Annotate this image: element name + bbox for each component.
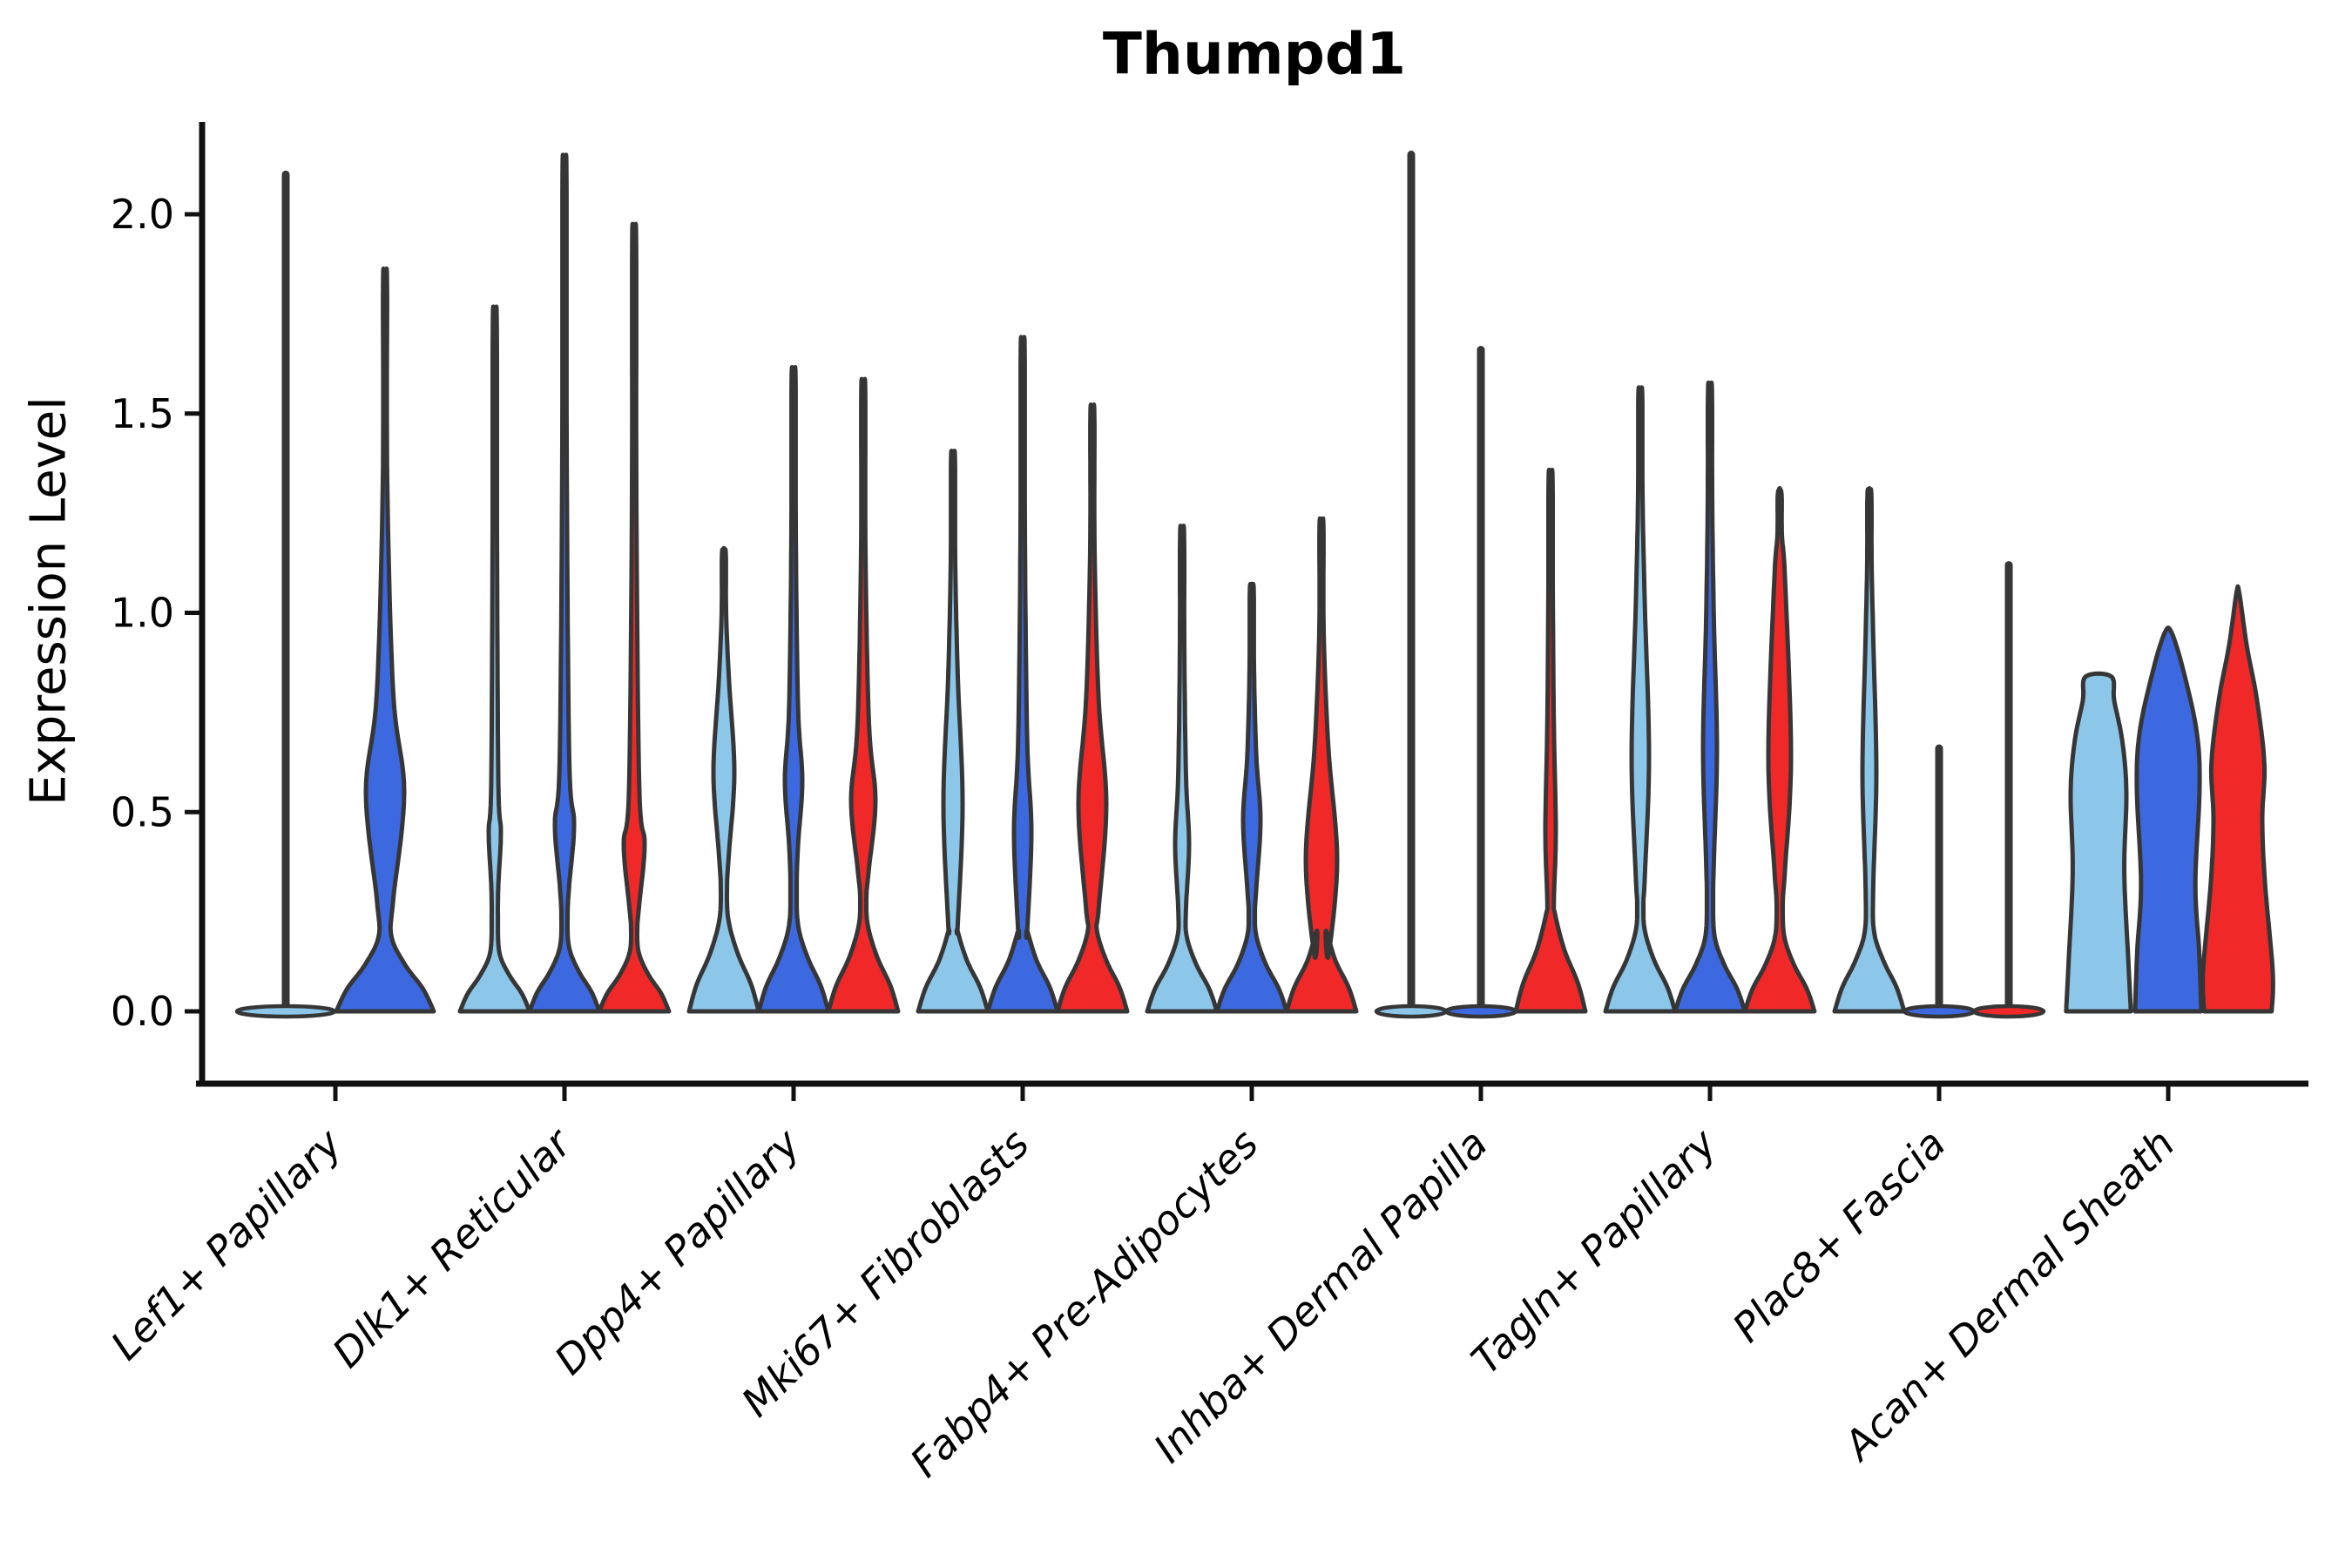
violin-g7-s1: [1603, 385, 1678, 1014]
violin-g8-s1: [1832, 486, 1907, 1014]
violin-g7-s2: [1673, 380, 1747, 1014]
x-tick-label: Lef1+ Papillary: [102, 1119, 351, 1369]
x-tick-label: Dlk1+ Reticular: [323, 1118, 582, 1376]
violin-g4-s2: [985, 335, 1060, 1014]
y-tick-label: 1.5: [111, 390, 174, 437]
violin-g5-s1: [1145, 524, 1220, 1014]
violin-g2-s2: [527, 152, 602, 1014]
violin-g7-s3: [1742, 486, 1817, 1014]
violin-g6-s1: [1374, 1004, 1449, 1019]
violin-g4-s1: [916, 449, 990, 1014]
violin-g3-s2: [756, 365, 831, 1014]
x-tick-label: Tagln+ Papillary: [1462, 1119, 1726, 1383]
violin-g8-s2: [1902, 1004, 1977, 1019]
violin-g9-s2: [2132, 625, 2204, 1014]
violin-g3-s3: [826, 376, 901, 1014]
chart-title: Thumpd1: [1102, 20, 1407, 88]
y-axis-label: Expression Level: [20, 396, 78, 806]
violin-g2-s3: [597, 221, 672, 1014]
violin-g2-s1: [457, 304, 532, 1014]
y-tick-label: 1.0: [111, 590, 174, 637]
violin-g5-s3: [1284, 516, 1359, 1014]
violin-g9-s3: [2200, 584, 2275, 1014]
violin-g6-s3: [1513, 467, 1588, 1014]
y-tick-label: 2.0: [111, 191, 174, 238]
violin-g6-s2: [1443, 1004, 1518, 1019]
violin-g1-s1: [234, 1004, 337, 1019]
violin-g8-s3: [1971, 1004, 2046, 1019]
violin-g5-s2: [1214, 581, 1289, 1014]
x-tick-label: Plac8+ Fascia: [1723, 1120, 1954, 1351]
y-tick-label: 0.0: [111, 988, 174, 1035]
x-tick-label: Dpp4+ Papillary: [545, 1119, 809, 1383]
violin-g3-s1: [686, 545, 761, 1014]
violin-g9-s1: [2064, 671, 2133, 1014]
violin-g4-s3: [1055, 402, 1130, 1014]
y-tick-label: 0.5: [111, 788, 174, 835]
violin-g1-s2: [334, 266, 436, 1014]
